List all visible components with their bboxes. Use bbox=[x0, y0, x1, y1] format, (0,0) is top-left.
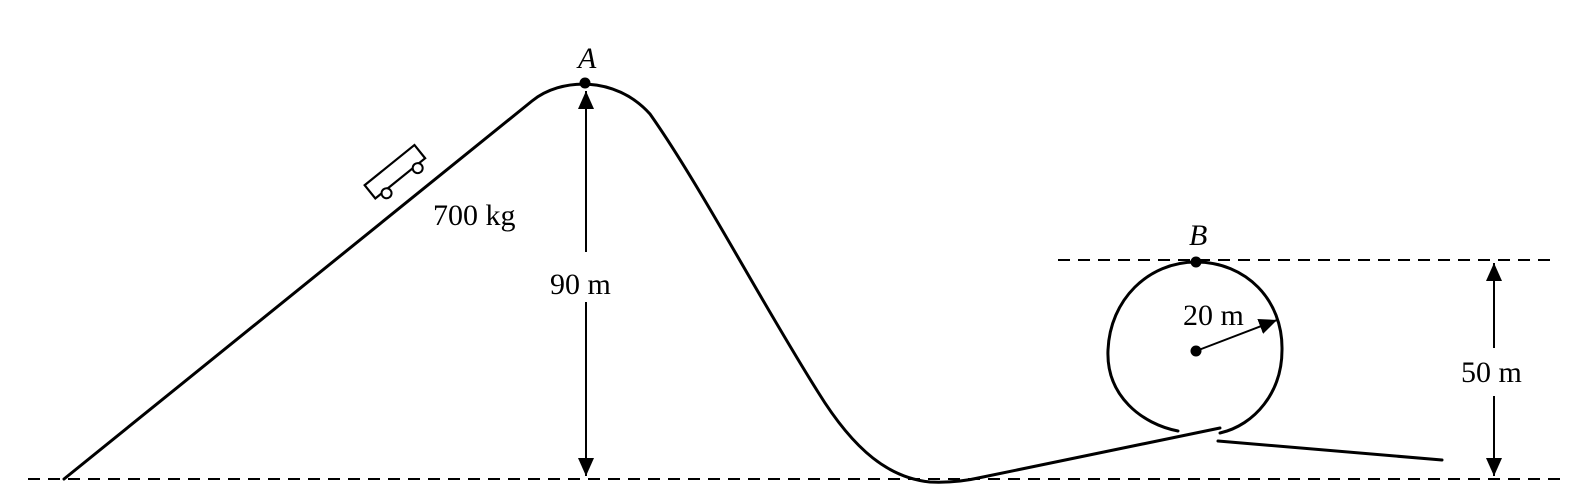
cart-wheel-rear bbox=[380, 187, 393, 200]
point-a-label: A bbox=[576, 42, 597, 75]
exit-track bbox=[1216, 439, 1444, 462]
point-b-label: B bbox=[1189, 219, 1207, 252]
radius-arrow bbox=[1195, 318, 1278, 352]
mass-label: 700 kg bbox=[433, 199, 516, 232]
radius-label: 20 m bbox=[1183, 299, 1244, 332]
point-b-marker bbox=[1190, 256, 1202, 268]
cart-body bbox=[363, 143, 427, 200]
cart-wheel-front bbox=[411, 162, 424, 175]
coaster-cart bbox=[363, 143, 427, 200]
height-b-label: 50 m bbox=[1461, 356, 1522, 389]
point-a-marker bbox=[579, 77, 591, 89]
coaster-track bbox=[62, 82, 1222, 484]
height-a-label: 90 m bbox=[550, 268, 611, 301]
